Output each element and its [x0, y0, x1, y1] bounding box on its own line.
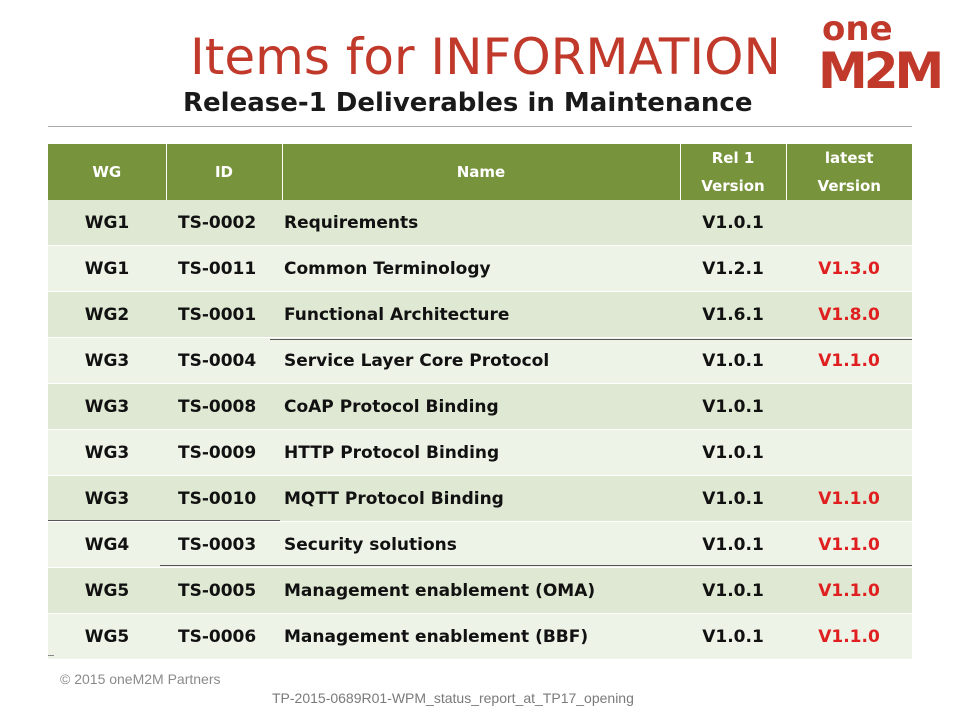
cell-wg: WG1	[48, 245, 166, 292]
cell-rel1-version: V1.0.1	[680, 475, 786, 522]
cell-id: TS-0006	[166, 613, 282, 660]
cell-latest-version	[786, 383, 912, 430]
cell-wg: WG3	[48, 337, 166, 384]
header-id: ID	[166, 144, 283, 200]
cell-name: Service Layer Core Protocol	[282, 337, 680, 384]
cell-latest-version: V1.1.0	[786, 613, 912, 660]
table-row: WG3 TS-0004 Service Layer Core Protocol …	[48, 337, 912, 384]
table-row: WG1 TS-0002 Requirements V1.0.1	[48, 200, 912, 246]
table-row: WG5 TS-0006 Management enablement (BBF) …	[48, 613, 912, 660]
row-separator-line	[270, 339, 912, 340]
cell-rel1-version: V1.2.1	[680, 245, 786, 292]
cell-id: TS-0008	[166, 383, 282, 430]
row-separator-line	[48, 520, 280, 521]
cell-rel1-version: V1.0.1	[680, 613, 786, 660]
header-rel1-line2: Version	[701, 177, 765, 195]
title-underline	[48, 126, 912, 127]
header-latest-line1: latest	[824, 149, 874, 167]
table-header-row: WG ID Name Rel 1 Version latest Version	[48, 144, 912, 200]
cell-name: Security solutions	[282, 521, 680, 568]
cell-latest-version: V1.1.0	[786, 475, 912, 522]
cell-name: Functional Architecture	[282, 291, 680, 338]
cell-id: TS-0002	[166, 200, 282, 246]
cell-name: Requirements	[282, 200, 680, 246]
table-row: WG1 TS-0011 Common Terminology V1.2.1 V1…	[48, 245, 912, 292]
logo-m2m-text: M2M	[818, 42, 941, 94]
header-latest-version: latest Version	[786, 144, 912, 200]
table-row: WG3 TS-0010 MQTT Protocol Binding V1.0.1…	[48, 475, 912, 522]
cell-wg: WG2	[48, 291, 166, 338]
cell-name: CoAP Protocol Binding	[282, 383, 680, 430]
table-row: WG3 TS-0008 CoAP Protocol Binding V1.0.1	[48, 383, 912, 430]
cell-wg: WG3	[48, 383, 166, 430]
header-rel1-line1: Rel 1	[711, 149, 755, 167]
table-row: WG5 TS-0005 Management enablement (OMA) …	[48, 567, 912, 614]
header-wg: WG	[48, 144, 167, 200]
cell-name: Common Terminology	[282, 245, 680, 292]
cell-latest-version: V1.1.0	[786, 337, 912, 384]
cell-id: TS-0010	[166, 475, 282, 522]
cell-wg: WG3	[48, 475, 166, 522]
table-row: WG2 TS-0001 Functional Architecture V1.6…	[48, 291, 912, 338]
slide-title: Items for INFORMATION	[190, 28, 781, 86]
header-name: Name	[282, 144, 681, 200]
cell-id: TS-0003	[166, 521, 282, 568]
cell-rel1-version: V1.0.1	[680, 337, 786, 384]
deliverables-table: WG ID Name Rel 1 Version latest Version …	[48, 144, 912, 660]
logo-one-text: one	[822, 10, 893, 49]
cell-rel1-version: V1.6.1	[680, 291, 786, 338]
header-latest-line2: Version	[817, 177, 881, 195]
cell-id: TS-0005	[166, 567, 282, 614]
onem2m-logo: one M2M	[818, 10, 945, 94]
header-rel1-version: Rel 1 Version	[680, 144, 787, 200]
row-separator-line	[160, 565, 912, 566]
cell-name: MQTT Protocol Binding	[282, 475, 680, 522]
cell-wg: WG4	[48, 521, 166, 568]
cell-latest-version	[786, 429, 912, 476]
left-edge-mark	[48, 655, 54, 656]
cell-latest-version: V1.1.0	[786, 567, 912, 614]
slide-subtitle: Release-1 Deliverables in Maintenance	[183, 88, 753, 118]
cell-rel1-version: V1.0.1	[680, 567, 786, 614]
cell-rel1-version: V1.0.1	[680, 383, 786, 430]
cell-id: TS-0001	[166, 291, 282, 338]
table-row: WG3 TS-0009 HTTP Protocol Binding V1.0.1	[48, 429, 912, 476]
cell-id: TS-0011	[166, 245, 282, 292]
cell-wg: WG3	[48, 429, 166, 476]
footer-document-id: TP-2015-0689R01-WPM_status_report_at_TP1…	[272, 690, 634, 706]
cell-latest-version: V1.1.0	[786, 521, 912, 568]
cell-wg: WG5	[48, 567, 166, 614]
cell-name: Management enablement (BBF)	[282, 613, 680, 660]
cell-rel1-version: V1.0.1	[680, 429, 786, 476]
cell-latest-version: V1.8.0	[786, 291, 912, 338]
cell-id: TS-0004	[166, 337, 282, 384]
cell-latest-version: V1.3.0	[786, 245, 912, 292]
cell-latest-version	[786, 200, 912, 246]
footer-copyright: © 2015 oneM2M Partners	[60, 671, 221, 687]
cell-rel1-version: V1.0.1	[680, 200, 786, 246]
cell-wg: WG5	[48, 613, 166, 660]
cell-wg: WG1	[48, 200, 166, 246]
cell-name: HTTP Protocol Binding	[282, 429, 680, 476]
cell-id: TS-0009	[166, 429, 282, 476]
cell-rel1-version: V1.0.1	[680, 521, 786, 568]
table-row: WG4 TS-0003 Security solutions V1.0.1 V1…	[48, 521, 912, 568]
cell-name: Management enablement (OMA)	[282, 567, 680, 614]
